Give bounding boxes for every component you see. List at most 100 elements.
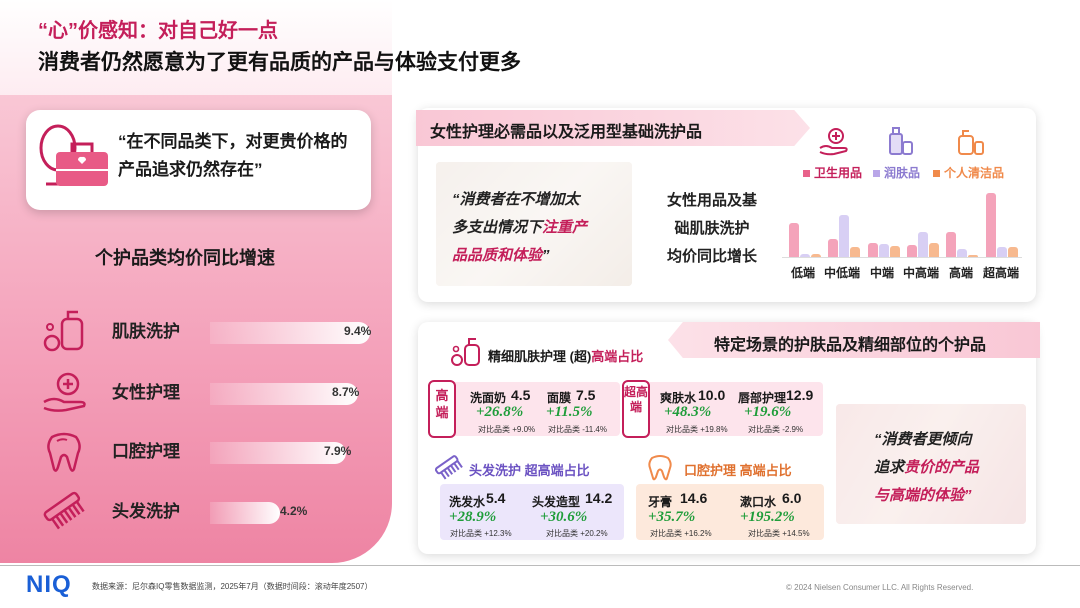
- item-name: 洗发水: [449, 495, 486, 509]
- chart-bar: [968, 255, 978, 257]
- chart-bar: [868, 243, 878, 257]
- tooth-icon: [648, 455, 672, 481]
- legend-swatch: [933, 170, 940, 178]
- item-growth: +35.7%: [648, 509, 696, 525]
- bar-fill: [210, 442, 346, 464]
- tooth-icon: [47, 432, 81, 472]
- item-name: 漱口水: [740, 495, 777, 509]
- mirror-bag-icon: [39, 124, 108, 186]
- mini-bar-chart: [782, 186, 1022, 258]
- item-growth: +30.6%: [540, 509, 588, 525]
- oral-subtitle: 口腔护理 高端占比: [684, 460, 792, 479]
- middle-text-line: 女性用品及基: [666, 192, 757, 209]
- chart-bar: [789, 223, 799, 257]
- footer-divider: [0, 565, 1080, 566]
- lotion-bottle-icon: [451, 338, 480, 366]
- item-value: 6.0: [782, 490, 802, 506]
- hair-subtitle: 头发洗护 超高端占比: [469, 460, 590, 479]
- oral-subtitle-text: 口腔护理: [684, 463, 740, 478]
- comb-icon: [434, 455, 463, 480]
- legend-swatch: [873, 170, 880, 178]
- header-background: [0, 0, 392, 110]
- legend-moisturizer: 润肤品: [873, 164, 920, 181]
- bar-value: 4.2%: [280, 504, 308, 518]
- skin-high-box: [440, 382, 620, 436]
- middle-text-line: 础肌肤洗护: [674, 220, 750, 237]
- photo-quote-highlight: 品品质和体验: [452, 247, 543, 264]
- legend-cleanser: 个人清洁品: [933, 164, 1004, 181]
- item-note: 对比品类 +9.0%: [478, 425, 536, 434]
- bracket-label: 高端: [435, 388, 449, 420]
- bar-fill: [210, 322, 370, 344]
- chart-bar: [957, 249, 967, 257]
- woman-photo: [836, 404, 1026, 524]
- bar-label: 头发洗护: [112, 502, 180, 521]
- bar-value: 8.7%: [332, 385, 360, 399]
- bar-value: 7.9%: [324, 444, 352, 458]
- photo-quote-highlight: 注重产: [542, 219, 588, 236]
- chart-category: 中端: [869, 266, 894, 280]
- chart-bar: [929, 243, 939, 257]
- chart-bar: [850, 247, 860, 257]
- footer-copyright: © 2024 Nielsen Consumer LLC. All Rights …: [786, 583, 974, 592]
- hair-box: [440, 484, 624, 540]
- bar-fill: [210, 502, 280, 524]
- bar-fill: [210, 383, 358, 405]
- skin-subtitle-text: 精细肌肤护理 (超): [488, 349, 592, 364]
- item-value: 4.5: [511, 387, 531, 403]
- item-value: 12.9: [786, 387, 814, 403]
- item-name: 爽肤水: [660, 391, 697, 405]
- section-title-avg-price-growth: 个护品类均价同比增速: [95, 248, 275, 268]
- chart-bar: [839, 215, 849, 257]
- legend-label: 卫生用品: [814, 166, 863, 180]
- item-note: 对比品类 +20.2%: [546, 529, 608, 538]
- bracket-label: 超高端: [624, 385, 649, 414]
- lotion-bottle-icon: [43, 310, 84, 352]
- bar-label: 口腔护理: [112, 442, 180, 461]
- item-name: 唇部护理: [738, 391, 787, 405]
- item-growth: +26.8%: [476, 404, 524, 420]
- niq-logo: NIQ: [26, 571, 72, 598]
- item-growth: +48.3%: [664, 404, 712, 420]
- item-value: 14.2: [585, 490, 613, 506]
- item-value: 7.5: [576, 387, 596, 403]
- sanitary-icon: [819, 128, 848, 156]
- legend-label: 润肤品: [884, 166, 921, 180]
- chart-bar: [997, 247, 1007, 257]
- hair-subtitle-highlight: 超高端占比: [524, 463, 590, 478]
- item-name: 头发造型: [532, 495, 581, 509]
- item-note: 对比品类 +14.5%: [748, 529, 810, 538]
- bar-value: 9.4%: [344, 324, 372, 338]
- page-title: “心”价感知：对自己好一点: [38, 20, 278, 42]
- item-value: 5.4: [486, 490, 506, 506]
- photo-quote-highlight: 与高端的体验”: [874, 487, 972, 504]
- chart-category: 高端: [948, 266, 973, 280]
- skin-super-high-box: [635, 382, 823, 436]
- chart-bar: [946, 232, 956, 257]
- comb-icon: [43, 491, 85, 530]
- chart-category: 中高端: [902, 266, 939, 280]
- item-growth: +195.2%: [740, 509, 795, 525]
- item-note: 对比品类 +12.3%: [450, 529, 512, 538]
- chart-category: 中低端: [823, 266, 860, 280]
- photo-quote: “消费者在不增加太 多支出情况下注重产 品品质和体验”: [452, 186, 628, 270]
- moisturizer-icon: [889, 127, 913, 155]
- item-name: 面膜: [547, 391, 572, 405]
- bar-label: 女性护理: [112, 383, 180, 402]
- item-note: 对比品类 +19.8%: [666, 425, 728, 434]
- legend-label: 个人清洁品: [944, 166, 1005, 180]
- item-growth: +11.5%: [546, 404, 593, 420]
- photo-quote-line1: “消费者更倾向: [874, 431, 972, 448]
- photo-quote-2: “消费者更倾向 追求贵价的产品 与高端的体验”: [874, 426, 1024, 510]
- quote-text: “在不同品类下，对更贵价格的产品追求仍然存在”: [118, 132, 348, 179]
- oral-box: [636, 484, 824, 540]
- chart-bar: [907, 245, 917, 257]
- item-name: 洗面奶: [470, 391, 507, 405]
- legend-sanitary: 卫生用品: [803, 164, 862, 181]
- item-growth: +28.9%: [449, 509, 497, 525]
- skin-subtitle-highlight: 高端占比: [591, 349, 644, 364]
- bar-row-oral: 口腔护理 7.9%: [34, 423, 384, 475]
- chart-category: 低端: [790, 266, 815, 280]
- cleanser-icon: [958, 130, 984, 155]
- photo-overlay: [436, 162, 632, 286]
